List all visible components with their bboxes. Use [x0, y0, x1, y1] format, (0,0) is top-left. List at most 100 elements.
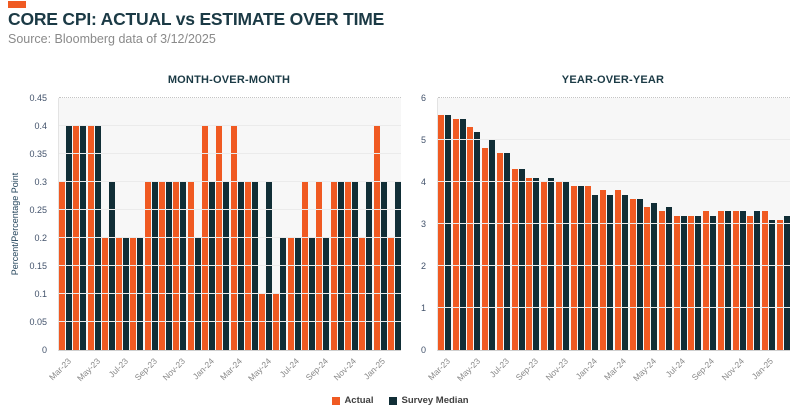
bar-median: [724, 211, 731, 350]
median-swatch-icon: [389, 396, 398, 405]
bar-median: [94, 126, 101, 350]
x-tick-label: Mar-24: [602, 356, 629, 383]
bar-median: [459, 119, 466, 350]
bar-median: [710, 215, 717, 350]
y-tick-label: 0.15: [29, 261, 47, 272]
x-tick-label: Sep-24: [689, 356, 717, 383]
bar-median: [123, 238, 130, 350]
x-tick-label: Nov-24: [331, 356, 359, 383]
bar-median: [351, 182, 358, 350]
bar-actual: [659, 211, 666, 350]
yoy-chart-title: YEAR-OVER-YEAR: [561, 74, 665, 86]
gridline: [438, 223, 790, 224]
gridline: [438, 181, 790, 182]
bar-actual: [230, 126, 237, 350]
bar-actual: [452, 119, 459, 350]
bar-pair-Jan-24: [585, 98, 599, 350]
bar-pair-May-23: [87, 98, 101, 350]
bar-median: [180, 182, 187, 350]
bar-actual: [526, 177, 533, 350]
brand-accent-dash: [8, 1, 26, 8]
bar-median: [739, 211, 746, 350]
bar-pair-Sep-24: [703, 98, 717, 350]
bar-pair-Sep-23: [144, 98, 158, 350]
bar-median: [577, 186, 584, 350]
x-tick-label: Jul-24: [663, 356, 688, 380]
bar-median: [562, 182, 569, 350]
chart-legend: Actual Survey Median: [0, 395, 801, 406]
y-tick-label: 0.25: [29, 205, 47, 215]
bar-pair-Apr-24: [629, 98, 643, 350]
bar-pair-Apr-23: [452, 98, 466, 350]
y-tick-label: 1: [420, 303, 426, 314]
bar-median: [323, 238, 330, 350]
bar-pair-Feb-24: [600, 98, 614, 350]
bar-pair-Jul-23: [496, 98, 510, 350]
yoy-x-axis-ticks: Mar-23 May-23 Jul-23 Sep-23 Nov-23 Jan-24 Mar-…: [426, 350, 790, 396]
bar-actual: [59, 182, 65, 350]
bar-actual: [173, 182, 180, 350]
bar-median: [754, 211, 761, 350]
y-tick-label: 0.1: [34, 289, 47, 300]
bar-actual: [316, 182, 323, 350]
bar-median: [783, 215, 790, 350]
bar-median: [80, 126, 87, 350]
bar-actual: [511, 169, 518, 350]
x-tick-label: Jul-23: [106, 356, 131, 380]
bar-median: [518, 169, 525, 350]
y-tick-label: 0.3: [34, 177, 47, 188]
bar-pair-Mar-24: [614, 98, 628, 350]
bar-pair-Jul-24: [287, 98, 301, 350]
yoy-y-axis-ticks: 0 1 2 3 4 5 6: [396, 93, 432, 355]
bar-pair-Aug-24: [302, 98, 316, 350]
bar-pair-Oct-24: [717, 98, 731, 350]
y-tick-label: 5: [420, 135, 426, 145]
x-tick-label: Nov-24: [719, 356, 746, 383]
bar-actual: [496, 152, 503, 350]
bar-pair-Nov-24: [732, 98, 746, 350]
y-tick-label: 0: [41, 345, 47, 355]
mom-y-axis-ticks: 0 0.05 0.1 0.15 0.2 0.25 0.3 0.35 0.4 0.45: [17, 93, 53, 355]
x-tick-label: Jan-25: [749, 356, 776, 382]
bar-pair-Mar-23: [59, 98, 72, 350]
bar-actual: [570, 186, 577, 350]
bar-actual: [703, 211, 710, 350]
bar-pair-Jun-23: [482, 98, 496, 350]
bar-median: [503, 152, 510, 350]
x-tick-label: May-24: [245, 356, 273, 384]
x-tick-label: Mar-23: [47, 356, 74, 383]
bar-pair-Aug-23: [511, 98, 525, 350]
bar-actual: [287, 238, 294, 350]
bar-actual: [387, 238, 394, 350]
bar-actual: [73, 126, 80, 350]
bar-pair-Nov-23: [555, 98, 569, 350]
bar-median: [695, 215, 702, 350]
x-tick-label: Jul-23: [487, 356, 512, 380]
gridline: [59, 181, 401, 182]
bar-median: [366, 182, 373, 350]
bar-actual: [467, 127, 474, 350]
bar-pair-Oct-24: [330, 98, 344, 350]
bar-pair-Oct-23: [159, 98, 173, 350]
bar-pair-Jan-25: [762, 98, 776, 350]
bar-median: [651, 203, 658, 350]
bar-pair-Apr-24: [244, 98, 258, 350]
bar-pair-Sep-23: [526, 98, 540, 350]
bar-median: [166, 182, 173, 350]
legend-item-actual: Actual: [332, 395, 373, 406]
bar-pair-Mar-23: [438, 98, 451, 350]
gridline: [438, 139, 790, 140]
y-tick-label: 6: [420, 93, 426, 103]
x-tick-label: Jul-24: [277, 356, 302, 380]
bar-pair-Mar-24: [230, 98, 244, 350]
bar-actual: [438, 114, 444, 350]
x-tick-label: Mar-24: [218, 356, 245, 383]
bar-median: [237, 182, 244, 350]
bar-actual: [373, 126, 380, 350]
bar-actual: [116, 238, 123, 350]
bar-pair-Feb-25: [776, 98, 790, 350]
legend-item-median: Survey Median: [389, 395, 469, 406]
bar-median: [621, 194, 628, 350]
bar-actual: [344, 182, 351, 350]
